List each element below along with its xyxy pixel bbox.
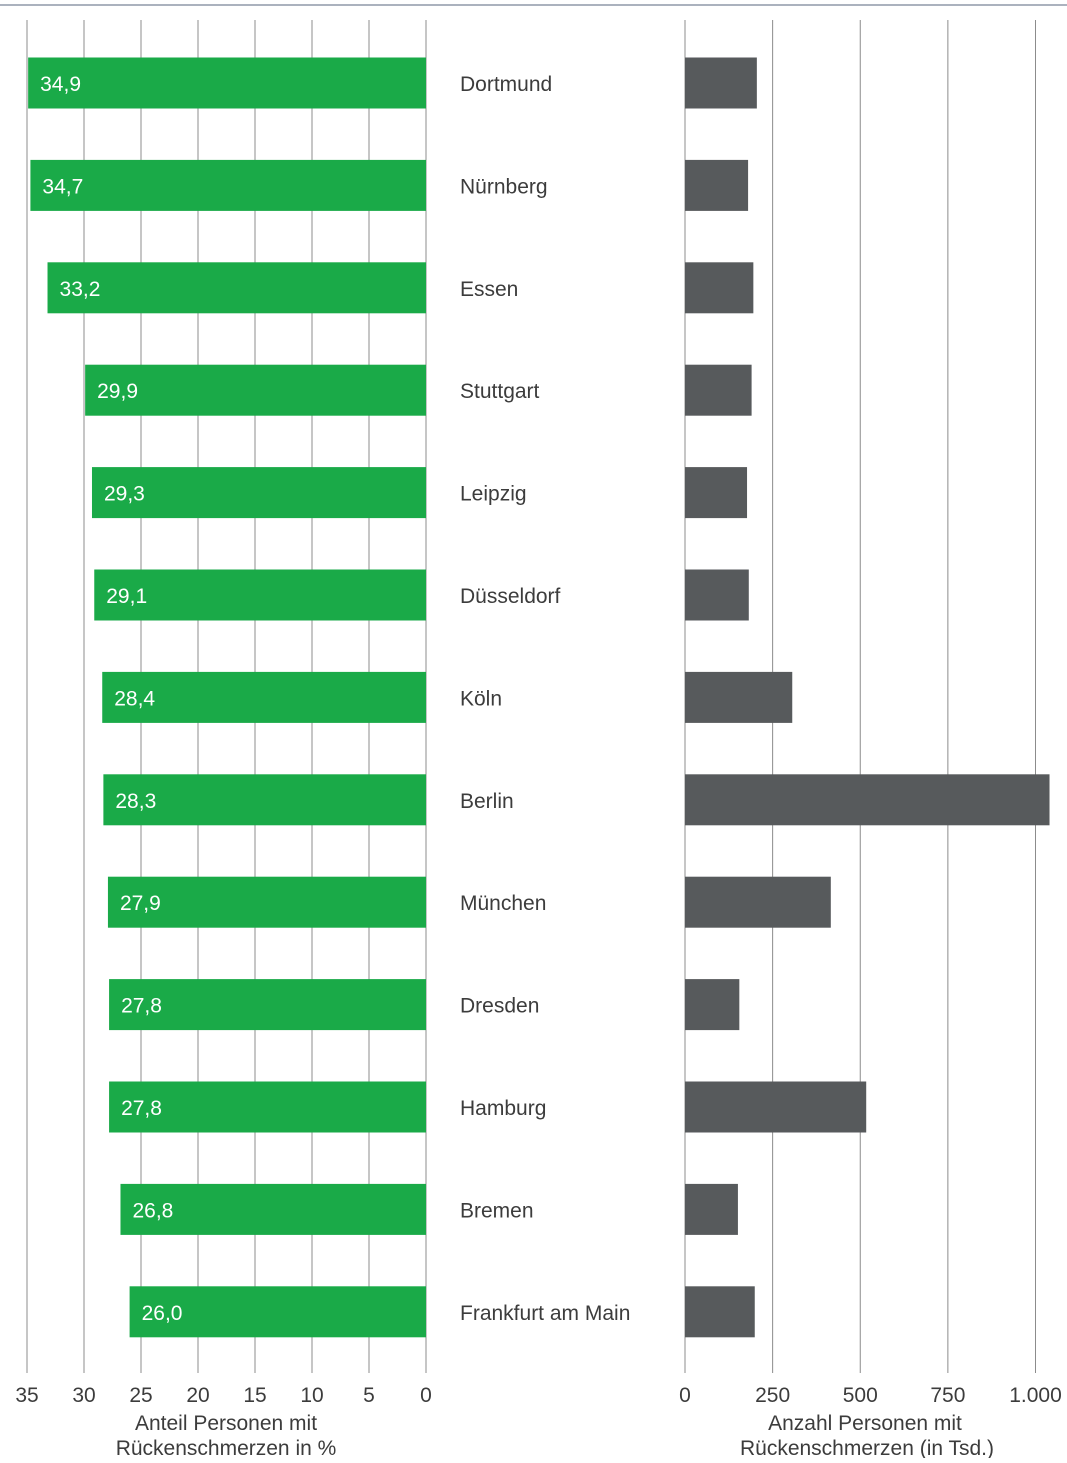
left-tick-label: 0 [420, 1384, 432, 1407]
left-bars [28, 57, 427, 1338]
right-bar [685, 262, 754, 314]
left-value-label: 27,9 [120, 892, 161, 915]
category-label: Stuttgart [460, 380, 540, 403]
category-label: Essen [460, 278, 518, 301]
category-label: Düsseldorf [460, 585, 561, 608]
right-bars [685, 57, 1050, 1338]
right-axis-title-line-1: Anzahl Personen mit [768, 1412, 962, 1435]
left-value-label: 29,9 [97, 380, 138, 403]
category-label: Leipzig [460, 483, 527, 506]
right-axis-title-line-2: Rückenschmerzen (in Tsd.) [740, 1437, 994, 1458]
right-tick-label: 0 [679, 1384, 691, 1407]
left-axis-title-line-2: Rückenschmerzen in % [116, 1437, 337, 1458]
category-label: München [460, 892, 546, 915]
category-label: Berlin [460, 790, 514, 813]
left-bar [103, 774, 426, 826]
right-bar [685, 1183, 738, 1235]
left-value-label: 26,0 [142, 1302, 183, 1325]
left-value-label: 33,2 [60, 278, 101, 301]
category-label: Dresden [460, 995, 539, 1018]
left-value-label: 27,8 [121, 995, 162, 1018]
right-tick-label: 750 [930, 1384, 965, 1407]
category-label: Bremen [460, 1199, 534, 1222]
right-axis: 0 250 500 750 1.000 [679, 1384, 1062, 1407]
left-value-label: 34,9 [40, 73, 81, 96]
category-label: Dortmund [460, 73, 552, 96]
right-tick-label: 500 [843, 1384, 878, 1407]
left-value-labels: 34,9 34,7 33,2 29,9 29,3 29,1 28,4 28,3 27,9 27,8… [40, 73, 182, 1325]
left-bar [28, 57, 426, 109]
left-bar [30, 159, 426, 211]
left-bar [47, 262, 427, 314]
left-value-label: 29,3 [104, 483, 145, 506]
left-tick-label: 20 [186, 1384, 209, 1407]
category-label: Frankfurt am Main [460, 1302, 630, 1325]
category-label: Köln [460, 687, 502, 710]
left-bar [85, 364, 426, 416]
left-bar [102, 671, 427, 723]
right-bar [685, 364, 752, 416]
left-axis-title-line-1: Anteil Personen mit [135, 1412, 317, 1435]
left-tick-label: 30 [72, 1384, 95, 1407]
left-bar [129, 1286, 426, 1338]
right-tick-label: 250 [755, 1384, 790, 1407]
category-labels: Dortmund Nürnberg Essen Stuttgart Leipzig Düs… [460, 73, 630, 1325]
category-label: Hamburg [460, 1097, 546, 1120]
left-value-label: 27,8 [121, 1097, 162, 1120]
left-bar [109, 979, 426, 1031]
right-bar [685, 57, 757, 109]
left-tick-label: 10 [300, 1384, 323, 1407]
right-tick-label: 1.000 [1009, 1384, 1062, 1407]
right-bar [685, 467, 748, 519]
left-value-label: 28,4 [114, 687, 155, 710]
left-axis: 35 30 25 20 15 10 5 0 [15, 1384, 432, 1407]
left-bar [120, 1183, 426, 1235]
left-tick-label: 25 [129, 1384, 152, 1407]
right-bar [685, 979, 740, 1031]
right-grid [684, 20, 1036, 1373]
right-bar [685, 671, 793, 723]
left-bar [91, 467, 426, 519]
left-bar [94, 569, 426, 621]
left-tick-label: 35 [15, 1384, 38, 1407]
right-bar [685, 1081, 867, 1133]
right-bar [685, 159, 749, 211]
right-bar [685, 876, 831, 928]
left-value-label: 34,7 [42, 175, 83, 198]
left-tick-label: 5 [363, 1384, 375, 1407]
left-bar [107, 876, 426, 928]
left-value-label: 29,1 [106, 585, 147, 608]
left-value-label: 28,3 [115, 790, 156, 813]
right-bar [685, 569, 749, 621]
left-tick-label: 15 [243, 1384, 266, 1407]
right-bar [685, 1286, 755, 1338]
right-bar [685, 774, 1050, 826]
left-value-label: 26,8 [132, 1199, 173, 1222]
left-bar [109, 1081, 426, 1133]
category-label: Nürnberg [460, 175, 548, 198]
